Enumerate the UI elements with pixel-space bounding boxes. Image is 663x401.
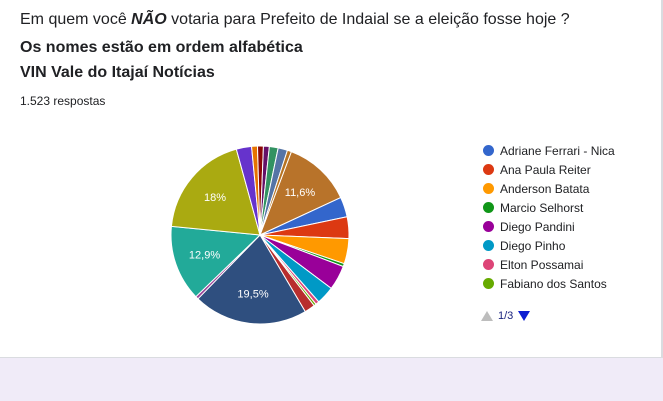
legend-swatch	[483, 164, 494, 175]
chart-legend: Adriane Ferrari - Nica Ana Paula Reiter …	[483, 141, 615, 293]
pie-slice[interactable]	[170, 225, 262, 298]
legend-label: Fabiano dos Santos	[500, 276, 607, 291]
question-title-part2: votaria para Prefeito de Indaial se a el…	[166, 11, 570, 28]
legend-item[interactable]: Elton Possamai	[483, 255, 615, 274]
legend-item[interactable]: Anderson Batata	[483, 179, 615, 198]
legend-swatch	[483, 221, 494, 232]
pie-slice[interactable]	[259, 151, 342, 236]
legend-label: Diego Pandini	[500, 219, 575, 234]
question-subtitle-order: Os nomes estão em ordem alfabética	[20, 39, 303, 56]
slice-label: 18%	[204, 192, 226, 204]
pie-slice[interactable]	[170, 148, 261, 236]
legend-item[interactable]: Diego Pandini	[483, 217, 615, 236]
question-title-part1: Em quem você	[20, 11, 132, 28]
legend-item[interactable]: Marcio Selhorst	[483, 198, 615, 217]
scrollbar-edge	[661, 0, 663, 357]
slice-label: 12,9%	[189, 249, 220, 261]
next-page-icon[interactable]	[518, 311, 531, 321]
pie-slice[interactable]	[197, 234, 306, 325]
legend-swatch	[483, 202, 494, 213]
question-subtitle-source: VIN Vale do Itajaí Notícias	[20, 64, 215, 81]
slice-label: 19,5%	[237, 288, 268, 300]
question-title-emphasis: NÃO	[131, 11, 167, 28]
pie-slice[interactable]	[259, 149, 292, 236]
pie-chart[interactable]: 11,6% 19,5% 12,9% 18%	[160, 135, 360, 335]
legend-label: Adriane Ferrari - Nica	[500, 143, 615, 158]
legend-swatch	[483, 240, 494, 251]
legend-label: Anderson Batata	[500, 181, 590, 196]
previous-page-icon[interactable]	[481, 311, 493, 321]
legend-item[interactable]: Diego Pinho	[483, 236, 615, 255]
legend-item[interactable]: Fabiano dos Santos	[483, 274, 615, 293]
legend-item[interactable]: Ana Paula Reiter	[483, 160, 615, 179]
legend-label: Elton Possamai	[500, 257, 584, 272]
legend-item[interactable]: Adriane Ferrari - Nica	[483, 141, 615, 160]
legend-label: Ana Paula Reiter	[500, 162, 591, 177]
legend-pager: 1/3	[481, 310, 531, 322]
legend-swatch	[483, 145, 494, 156]
legend-label: Diego Pinho	[500, 238, 566, 253]
legend-swatch	[483, 259, 494, 270]
question-title: Em quem você NÃO votaria para Prefeito d…	[20, 11, 570, 29]
legend-swatch	[483, 278, 494, 289]
legend-swatch	[483, 183, 494, 194]
response-count: 1.523 respostas	[20, 94, 106, 108]
slice-label: 11,6%	[285, 187, 316, 199]
legend-page-indicator: 1/3	[498, 310, 514, 322]
legend-label: Marcio Selhorst	[500, 200, 584, 215]
question-card: Em quem você NÃO votaria para Prefeito d…	[0, 0, 663, 358]
